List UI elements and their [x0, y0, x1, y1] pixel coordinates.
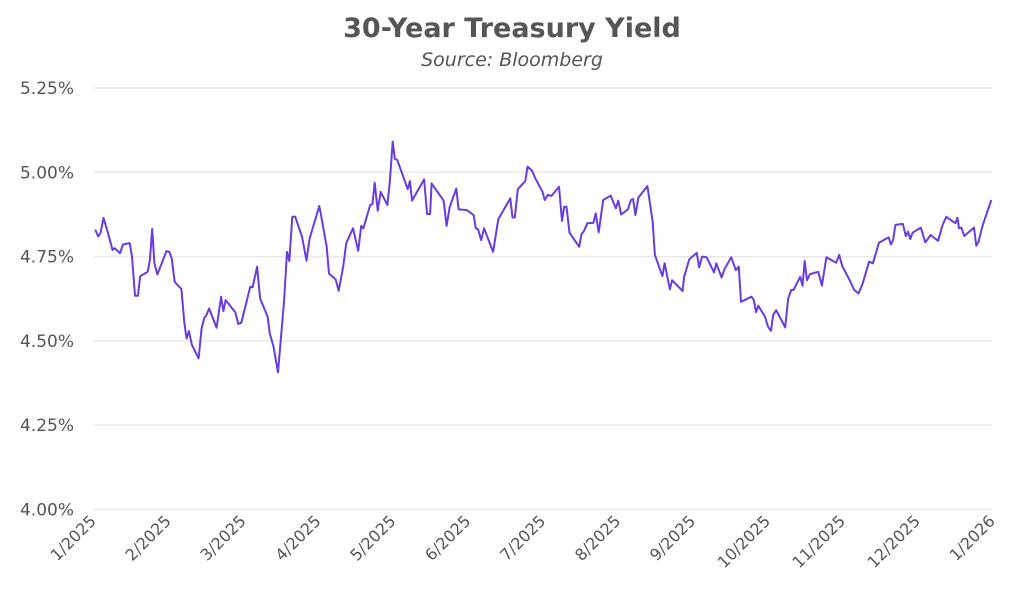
chart-title: 30-Year Treasury Yield [343, 13, 681, 44]
y-tick-label: 4.50% [20, 332, 74, 352]
y-axis: 4.00% 4.25% 4.50% 4.75% 5.00% 5.25% [20, 79, 74, 521]
y-tick-label: 5.00% [20, 163, 74, 183]
y-tick-label: 4.75% [20, 248, 74, 268]
x-tick-label: 10/2025 [714, 511, 774, 571]
series-line-30-year-yield [94, 140, 993, 374]
x-tick-label: 12/2025 [863, 511, 923, 571]
chart-subtitle: Source: Bloomberg [421, 49, 603, 71]
x-tick-label: 4/2025 [271, 511, 324, 564]
x-tick-label: 6/2025 [421, 511, 474, 564]
x-tick-label: 1/2026 [946, 511, 999, 564]
x-tick-label: 5/2025 [346, 511, 399, 564]
y-tick-label: 4.00% [20, 501, 74, 521]
x-tick-label: 3/2025 [196, 511, 249, 564]
x-tick-label: 11/2025 [789, 511, 849, 571]
gridlines [93, 87, 992, 511]
x-axis: 1/2025 2/2025 3/2025 4/2025 5/2025 6/2025 7/20… [47, 511, 999, 571]
y-tick-label: 5.25% [20, 79, 74, 99]
x-tick-label: 9/2025 [646, 511, 699, 564]
x-tick-label: 2/2025 [122, 511, 175, 564]
y-tick-label: 4.25% [20, 416, 74, 436]
x-tick-label: 8/2025 [571, 511, 624, 564]
x-tick-label: 7/2025 [496, 511, 549, 564]
